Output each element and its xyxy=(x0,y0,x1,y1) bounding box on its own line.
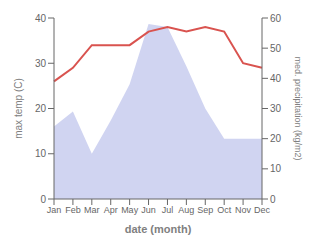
svg-text:40: 40 xyxy=(270,73,282,84)
svg-text:med. precipitation (kg/m2): med. precipitation (kg/m2) xyxy=(293,56,303,160)
svg-text:40: 40 xyxy=(35,13,47,24)
svg-text:Dec: Dec xyxy=(254,205,271,215)
svg-text:max temp (C): max temp (C) xyxy=(13,78,24,139)
svg-text:0: 0 xyxy=(270,194,276,205)
svg-text:May: May xyxy=(121,205,139,215)
svg-text:10: 10 xyxy=(35,148,47,159)
svg-text:Jan: Jan xyxy=(47,205,62,215)
svg-text:Aug: Aug xyxy=(178,205,194,215)
svg-text:Nov: Nov xyxy=(235,205,252,215)
svg-text:Jun: Jun xyxy=(141,205,156,215)
svg-text:Jul: Jul xyxy=(162,205,174,215)
svg-text:10: 10 xyxy=(270,163,282,174)
svg-text:Sep: Sep xyxy=(197,205,213,215)
svg-text:20: 20 xyxy=(270,133,282,144)
svg-text:30: 30 xyxy=(35,58,47,69)
svg-text:0: 0 xyxy=(40,194,46,205)
svg-text:Mar: Mar xyxy=(84,205,100,215)
svg-text:50: 50 xyxy=(270,43,282,54)
svg-text:20: 20 xyxy=(35,103,47,114)
svg-text:Feb: Feb xyxy=(65,205,81,215)
svg-text:Apr: Apr xyxy=(104,205,118,215)
svg-text:60: 60 xyxy=(270,13,282,24)
svg-text:30: 30 xyxy=(270,103,282,114)
svg-text:date (month): date (month) xyxy=(125,223,192,235)
svg-text:Oct: Oct xyxy=(217,205,232,215)
